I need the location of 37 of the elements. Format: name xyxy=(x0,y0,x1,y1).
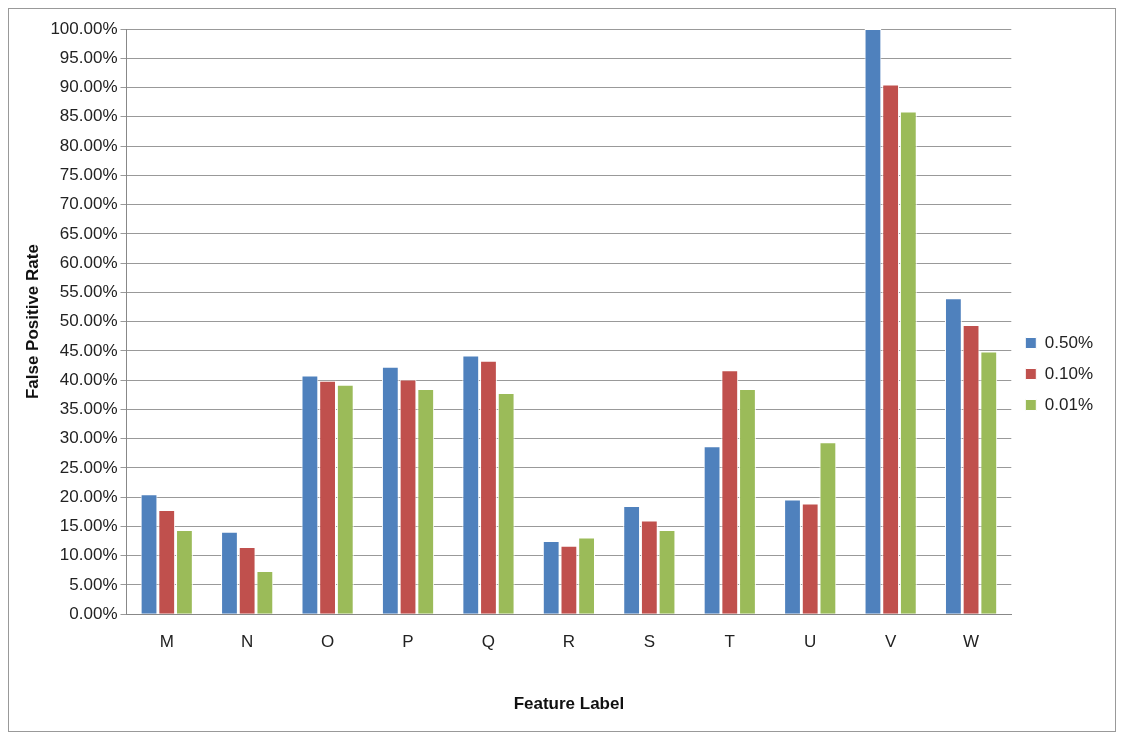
x-tick-label: R xyxy=(562,632,576,652)
y-axis-title: False Positive Rate xyxy=(22,244,42,400)
y-tick-label: 55.00% xyxy=(59,282,118,302)
x-tick-label: W xyxy=(963,632,980,652)
x-axis-title: Feature Label xyxy=(513,694,625,714)
y-tick-label: 20.00% xyxy=(59,486,118,506)
y-tick-label: 60.00% xyxy=(59,252,118,272)
y-tick-label: 35.00% xyxy=(59,399,118,419)
legend-label: 0.10% xyxy=(1044,363,1093,383)
y-tick-label: 10.00% xyxy=(59,545,118,565)
x-tick-label: T xyxy=(724,632,735,652)
y-tick-label: 95.00% xyxy=(59,47,118,67)
legend-label: 0.01% xyxy=(1044,394,1093,414)
y-tick-label: 15.00% xyxy=(59,516,118,536)
y-tick-label: 75.00% xyxy=(59,164,118,184)
y-tick-label: 90.00% xyxy=(59,77,118,97)
y-tick-label: 5.00% xyxy=(69,574,118,594)
y-tick-label: 25.00% xyxy=(59,457,118,477)
x-tick-label: Q xyxy=(481,632,496,652)
y-tick-label: 50.00% xyxy=(59,311,118,331)
y-tick-label: 100.00% xyxy=(50,18,118,38)
y-tick-label: 30.00% xyxy=(59,428,118,448)
legend-label: 0.50% xyxy=(1044,332,1093,352)
x-tick-label: U xyxy=(804,632,817,652)
y-tick-label: 85.00% xyxy=(59,106,118,126)
x-tick-label: O xyxy=(320,632,335,652)
y-tick-label: 65.00% xyxy=(59,223,118,243)
y-tick-label: 45.00% xyxy=(59,340,118,360)
x-tick-label: V xyxy=(884,632,897,652)
x-tick-label: M xyxy=(159,632,174,652)
x-tick-label: P xyxy=(402,632,414,652)
y-tick-label: 40.00% xyxy=(59,369,118,389)
x-tick-label: S xyxy=(643,632,656,652)
x-tick-label: N xyxy=(241,632,254,652)
y-tick-label: 70.00% xyxy=(59,194,118,214)
y-tick-label: 0.00% xyxy=(69,603,118,623)
y-tick-label: 80.00% xyxy=(59,135,118,155)
